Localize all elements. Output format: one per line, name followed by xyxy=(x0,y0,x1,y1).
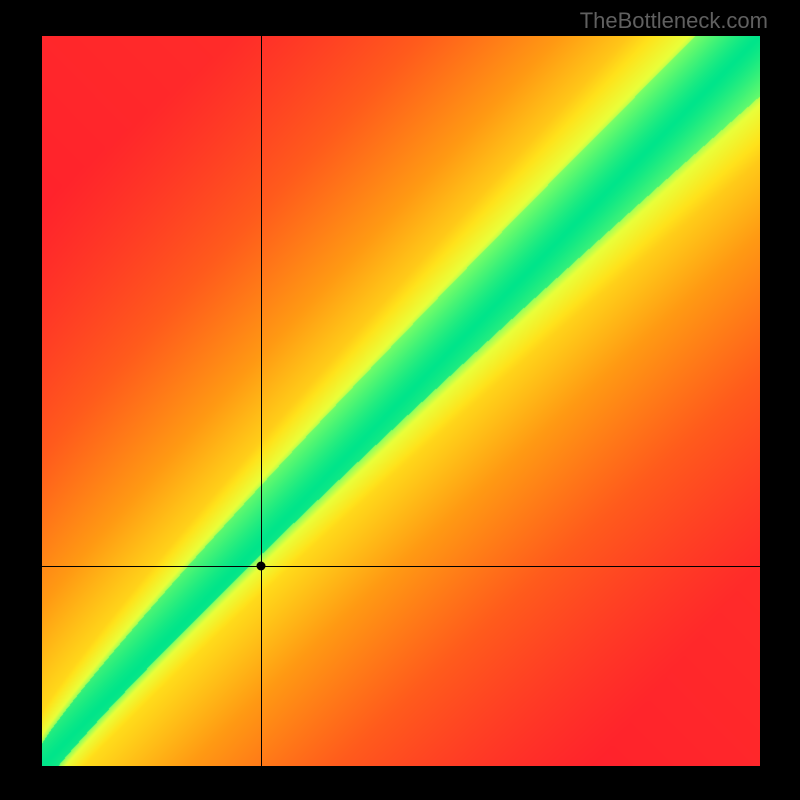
crosshair-point xyxy=(257,562,266,571)
watermark-label: TheBottleneck.com xyxy=(580,8,768,34)
crosshair-vertical xyxy=(261,36,262,766)
heatmap-plot xyxy=(42,36,760,766)
crosshair-horizontal xyxy=(42,566,760,567)
heatmap-canvas xyxy=(42,36,760,766)
